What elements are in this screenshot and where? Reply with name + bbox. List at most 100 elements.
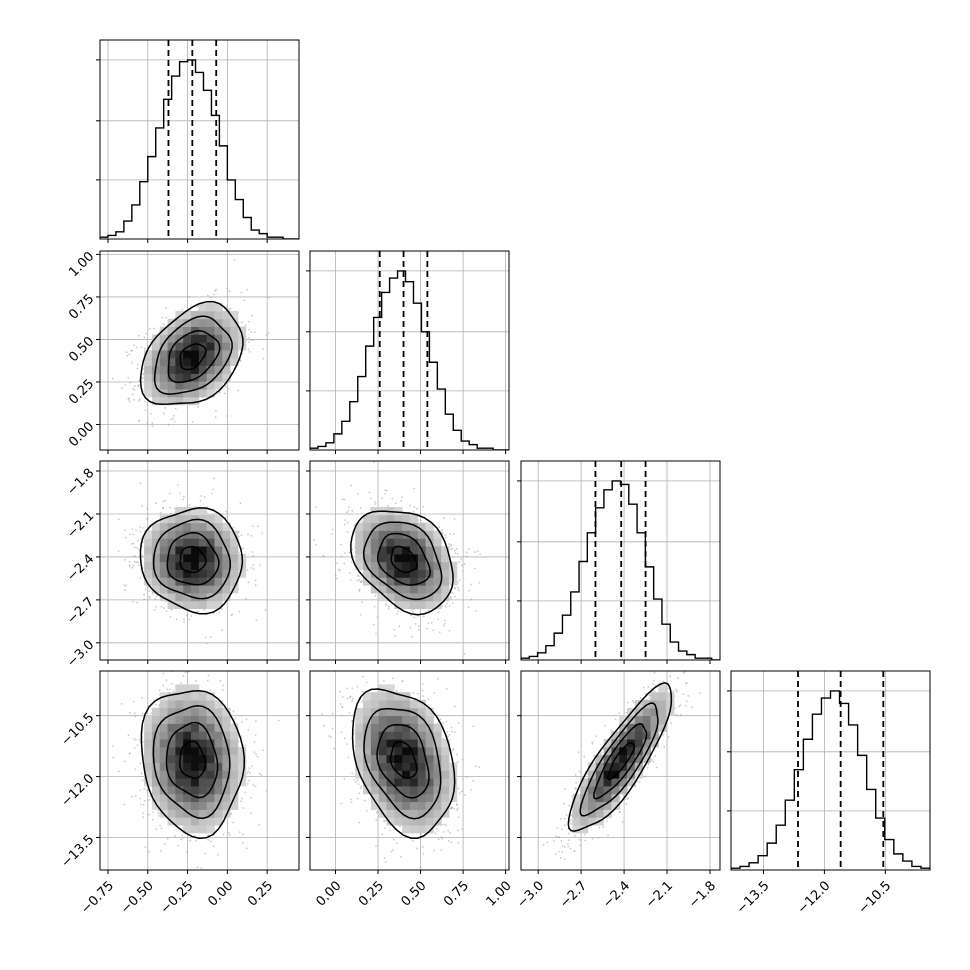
scatter-point <box>195 839 197 842</box>
scatter-point <box>254 579 257 582</box>
scatter-point <box>152 667 154 669</box>
scatter-point <box>207 838 209 841</box>
density-cell <box>378 553 387 563</box>
panel-frame <box>99 250 300 451</box>
density-cell <box>370 553 380 563</box>
scatter-point <box>467 606 470 608</box>
scatter-point <box>268 296 270 299</box>
scatter-point <box>188 618 191 621</box>
scatter-point <box>451 602 454 604</box>
scatter-point <box>136 744 139 747</box>
density-cell <box>222 350 231 359</box>
scatter-point <box>246 569 249 572</box>
scatter-point <box>155 502 158 505</box>
scatter-point <box>141 505 144 507</box>
density-cell <box>151 577 161 586</box>
density-cell <box>206 365 215 374</box>
contour-level-3 <box>139 507 244 615</box>
scatter-point <box>232 526 235 529</box>
panel-2-2 <box>517 460 721 664</box>
density-cell <box>191 507 200 516</box>
scatter-point <box>133 399 136 401</box>
panel-frame <box>99 39 300 240</box>
scatter-point <box>245 718 248 721</box>
scatter-point <box>165 307 167 310</box>
density-cell <box>151 731 161 740</box>
density-cell <box>206 553 215 563</box>
density-cell <box>191 530 200 539</box>
scatter-point <box>165 610 168 613</box>
scatter-point <box>251 314 254 317</box>
scatter-point <box>148 589 151 592</box>
scatter-point <box>138 384 140 386</box>
density-cell <box>159 546 168 555</box>
density-cell <box>175 310 184 320</box>
density-cell <box>167 357 176 367</box>
density-cell <box>402 577 411 586</box>
scatter-point <box>449 597 452 600</box>
scatter-point <box>474 610 477 612</box>
density-cell <box>425 593 434 602</box>
density-cell <box>198 318 208 327</box>
scatter-point <box>474 551 476 553</box>
scatter-point <box>149 412 152 415</box>
scatter-point <box>200 867 203 870</box>
density-cell <box>394 538 403 547</box>
density-cell <box>198 546 208 555</box>
density-cell <box>191 373 200 382</box>
scatter-point <box>343 552 346 555</box>
scatter-point <box>346 521 349 524</box>
scatter-point <box>413 506 416 508</box>
scatter-point <box>204 636 207 639</box>
density-cell <box>183 318 192 327</box>
scatter-point <box>381 497 384 500</box>
density-cell <box>151 754 161 763</box>
density-cell <box>417 561 426 570</box>
density-cell <box>191 310 200 320</box>
histogram-0 <box>100 59 299 239</box>
density-cell <box>183 310 192 320</box>
scatter-point <box>133 389 136 391</box>
scatter-point <box>387 607 390 610</box>
scatter-point <box>188 503 191 506</box>
density-cell <box>191 334 200 343</box>
scatter-point <box>144 588 147 591</box>
scatter-point <box>432 629 435 632</box>
scatter-point <box>229 834 231 837</box>
contour-level-0 <box>390 545 418 574</box>
density-cell <box>175 585 184 594</box>
density-cell <box>144 770 153 779</box>
scatter-point <box>138 549 141 551</box>
density-cell <box>230 553 239 563</box>
density-cell <box>183 530 192 539</box>
scatter-point <box>409 626 412 629</box>
density-cell <box>167 326 176 335</box>
scatter-point <box>172 417 175 420</box>
density-cell <box>159 577 168 586</box>
scatter-point <box>111 745 114 748</box>
density-cell <box>441 561 450 570</box>
scatter-point <box>123 760 126 763</box>
scatter-point <box>443 622 446 625</box>
density-cell <box>230 569 239 578</box>
scatter-point <box>262 348 264 351</box>
density-cell <box>144 546 153 555</box>
density-cell <box>183 342 192 351</box>
density-cell <box>370 514 380 524</box>
scatter-point <box>138 577 141 579</box>
contour-level-1 <box>167 330 221 384</box>
scatter-point <box>340 555 343 558</box>
scatter-point <box>323 555 326 558</box>
scatter-point <box>163 412 165 415</box>
panel-content <box>100 40 299 239</box>
density-cell <box>206 310 215 320</box>
scatter-point <box>344 519 347 522</box>
density-cell <box>417 538 426 547</box>
scatter-point <box>258 823 261 826</box>
scatter-point <box>169 512 172 515</box>
density-cell <box>433 593 442 602</box>
scatter-point <box>124 529 126 532</box>
scatter-point <box>153 327 155 330</box>
scatter-point <box>170 418 173 421</box>
scatter-point <box>131 555 134 558</box>
